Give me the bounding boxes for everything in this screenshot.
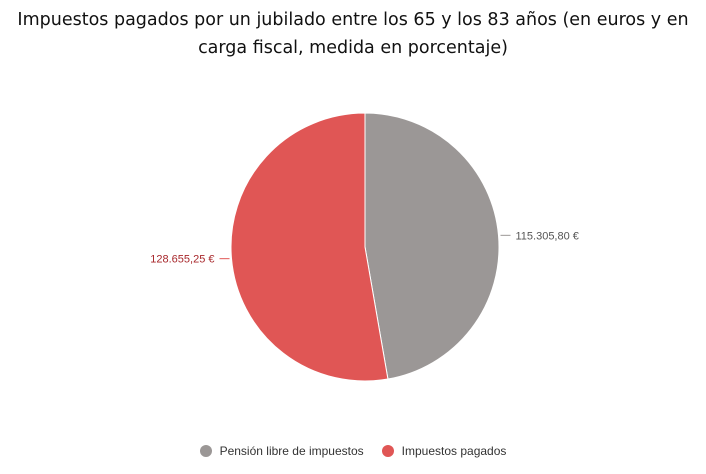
chart-legend: Pensión libre de impuestos Impuestos pag… xyxy=(0,444,706,458)
pie-slices xyxy=(230,112,500,382)
chart-title-line-1: Impuestos pagados por un jubilado entre … xyxy=(17,10,689,30)
pie-slice-impuestos[interactable] xyxy=(230,112,389,382)
legend-swatch-impuestos xyxy=(381,445,394,457)
chart-title-line-2: carga fiscal, medida en porcentaje) xyxy=(198,38,508,58)
legend-label-impuestos: Impuestos pagados xyxy=(401,444,507,458)
data-label-impuestos: 128.655,25 € xyxy=(150,254,214,266)
data-label-pension: 115.305,80 € xyxy=(515,230,578,242)
legend-label-pension: Pensión libre de impuestos xyxy=(219,444,364,458)
pie-leader-lines xyxy=(219,234,511,260)
legend-item-pension[interactable]: Pensión libre de impuestos xyxy=(199,444,364,458)
legend-swatch-pension xyxy=(199,445,212,457)
legend-item-impuestos[interactable]: Impuestos pagados xyxy=(381,444,507,458)
chart-title: Impuestos pagados por un jubilado entre … xyxy=(0,6,706,62)
pie-slice-pension[interactable] xyxy=(364,112,500,380)
pie-data-labels: 115.305,80 € 128.655,25 € xyxy=(150,230,579,265)
